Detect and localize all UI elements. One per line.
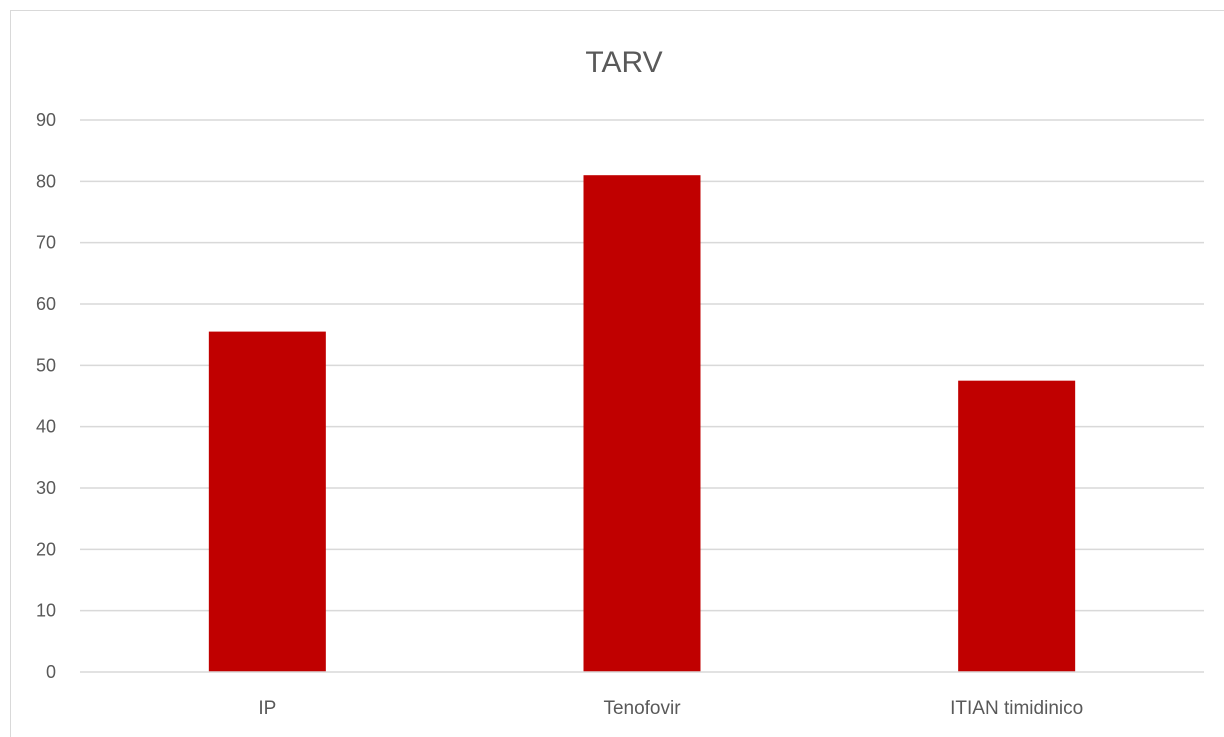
chart-title: TARV [585,46,662,79]
bars [208,175,1076,672]
y-axis-tick-labels: 0 10 20 30 40 50 60 70 80 90 [36,110,56,682]
bar-itian-timidinico [958,380,1076,672]
x-axis-category-labels: IP Tenofovir ITIAN timidinico [258,698,1083,719]
x-category-label: ITIAN timidinico [950,698,1083,719]
bar-ip [208,331,326,672]
y-tick-label: 80 [36,171,56,191]
y-tick-label: 30 [36,478,56,498]
x-category-label: Tenofovir [603,698,681,719]
bar-tenofovir [583,175,701,672]
y-tick-label: 20 [36,539,56,559]
y-tick-label: 70 [36,233,56,253]
y-tick-label: 40 [36,417,56,437]
y-tick-label: 0 [46,662,56,682]
y-tick-label: 50 [36,355,56,375]
y-tick-label: 90 [36,110,56,130]
y-tick-label: 60 [36,294,56,314]
y-tick-label: 10 [36,601,56,621]
x-category-label: IP [258,698,276,719]
